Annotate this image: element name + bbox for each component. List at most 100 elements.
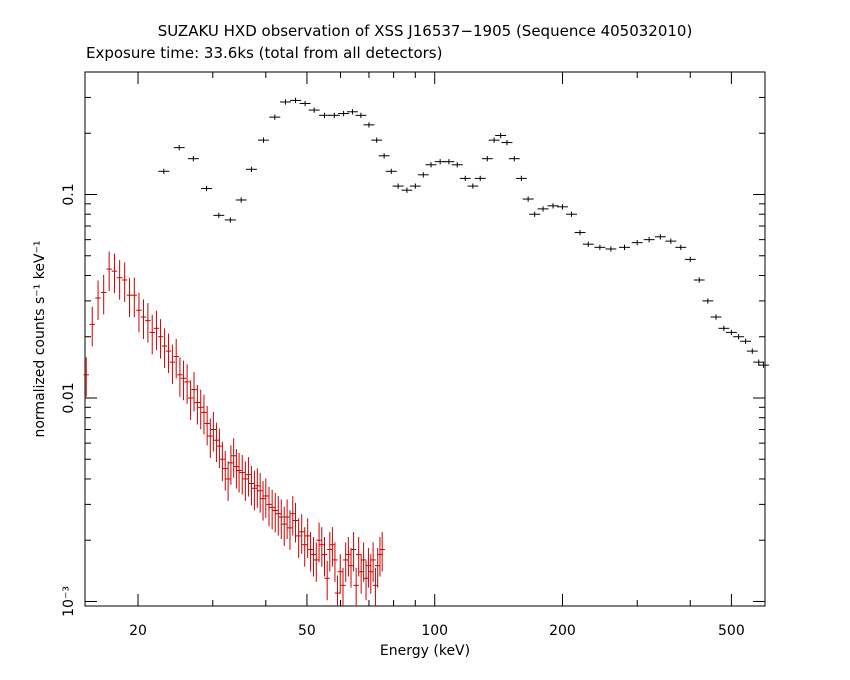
data-point	[345, 537, 352, 577]
data-point	[287, 510, 293, 550]
series-black	[158, 97, 769, 368]
data-point	[665, 238, 677, 244]
x-tick-label: 20	[129, 623, 147, 639]
data-point	[338, 110, 350, 117]
data-point	[340, 567, 346, 606]
data-point	[235, 197, 247, 203]
data-point	[298, 514, 305, 554]
data-point	[537, 206, 549, 212]
data-point	[307, 531, 314, 572]
data-point	[224, 217, 236, 223]
y-tick-label: 0.1	[61, 183, 77, 205]
data-point	[169, 344, 176, 385]
data-point	[417, 172, 429, 178]
data-point	[733, 334, 745, 340]
data-point	[187, 380, 194, 420]
data-point	[111, 253, 118, 294]
data-point	[319, 527, 325, 567]
data-point	[334, 575, 341, 606]
data-point	[269, 114, 281, 120]
data-point	[260, 481, 266, 521]
data-point	[197, 389, 204, 430]
data-point	[740, 338, 752, 344]
data-point	[365, 548, 372, 588]
data-point	[304, 518, 311, 558]
data-point	[501, 139, 513, 146]
data-point	[566, 211, 577, 217]
data-point	[321, 537, 328, 577]
data-point	[257, 473, 263, 513]
data-point	[230, 438, 237, 478]
data-point	[95, 280, 101, 320]
data-point	[116, 260, 123, 300]
data-point	[350, 531, 357, 572]
data-point	[718, 325, 730, 332]
data-point	[248, 465, 255, 506]
y-tick-label: 10⁻³	[61, 586, 77, 617]
data-point	[106, 251, 112, 292]
data-point	[467, 183, 479, 189]
data-point	[301, 527, 308, 567]
data-point	[693, 277, 705, 283]
data-point	[284, 499, 290, 539]
data-point	[488, 137, 500, 143]
data-point	[219, 441, 226, 482]
data-point	[281, 506, 287, 547]
data-point	[451, 162, 463, 168]
data-point	[236, 452, 242, 493]
data-point	[594, 244, 606, 251]
data-point	[508, 156, 520, 162]
data-point	[228, 445, 234, 485]
data-point	[557, 204, 568, 210]
data-point	[157, 319, 164, 359]
plot-frame	[84, 71, 766, 607]
data-point	[145, 303, 151, 343]
data-point	[121, 262, 128, 302]
data-point	[371, 137, 383, 143]
axis-ticks	[85, 71, 766, 606]
data-point	[348, 548, 354, 588]
x-axis-label: Energy (keV)	[380, 643, 470, 659]
data-point	[401, 187, 413, 193]
data-point	[295, 518, 302, 558]
data-point	[358, 554, 364, 594]
data-point	[299, 100, 311, 107]
data-point	[213, 422, 220, 463]
series-red	[83, 251, 385, 606]
data-point	[216, 428, 223, 469]
data-point	[370, 542, 376, 582]
data-point	[605, 246, 617, 252]
data-point	[725, 329, 737, 336]
data-point	[201, 185, 212, 192]
data-point	[239, 454, 245, 495]
data-point	[272, 492, 278, 533]
data-point	[191, 371, 197, 412]
data-point	[313, 542, 320, 582]
data-point	[368, 554, 374, 594]
data-point	[251, 470, 258, 511]
data-point	[337, 554, 343, 594]
data-point	[332, 542, 338, 582]
chart-subtitle: Exposure time: 33.6ks (total from all de…	[86, 44, 443, 62]
data-point	[126, 277, 133, 318]
data-point	[173, 338, 179, 379]
data-point	[459, 175, 471, 182]
data-point	[233, 449, 240, 489]
data-point	[131, 277, 138, 318]
chart-title: SUZAKU HXD observation of XSS J16537−190…	[157, 22, 693, 40]
data-point	[263, 478, 269, 518]
data-point	[184, 364, 190, 404]
data-point	[654, 234, 666, 240]
x-tick-label: 100	[421, 623, 448, 639]
data-point	[515, 175, 527, 182]
data-point	[280, 99, 291, 105]
data-point	[643, 237, 655, 243]
data-point	[328, 112, 340, 119]
data-point	[177, 357, 183, 397]
data-point	[443, 159, 455, 165]
data-point	[100, 274, 107, 315]
data-point	[353, 567, 359, 606]
data-point	[346, 109, 358, 115]
data-point	[710, 314, 722, 320]
data-point	[481, 156, 493, 162]
